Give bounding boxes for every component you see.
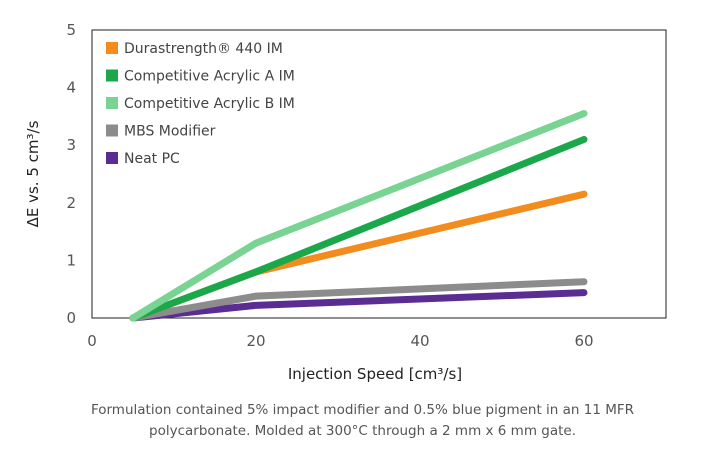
y-tick-label: 0 xyxy=(66,309,76,327)
legend-swatch xyxy=(106,69,118,82)
legend-label: Competitive Acrylic B IM xyxy=(124,96,295,112)
legend-swatch xyxy=(106,42,118,54)
y-tick-label: 3 xyxy=(66,136,76,154)
x-axis-title: Injection Speed [cm³/s] xyxy=(288,365,462,383)
line-chart: 0 1 2 3 4 5 0 20 40 60 Durastrength® 440 IM Compe… xyxy=(24,21,667,383)
series-line-1 xyxy=(129,135,588,322)
legend-swatch xyxy=(106,124,118,137)
y-tick-label: 2 xyxy=(66,194,76,212)
y-tick-label: 1 xyxy=(66,251,76,269)
legend: Durastrength® 440 IM Competitive Acrylic … xyxy=(106,41,295,167)
y-axis-ticks: 0 1 2 3 4 5 xyxy=(66,21,76,327)
series-line-2 xyxy=(129,110,588,322)
series-line-3 xyxy=(129,278,588,322)
caption-line-1: Formulation contained 5% impact modifier… xyxy=(90,402,635,418)
legend-label: Neat PC xyxy=(124,151,180,167)
caption-line-2: polycarbonate. Molded at 300°C through a… xyxy=(149,423,576,439)
legend-label: Competitive Acrylic A IM xyxy=(124,69,295,85)
x-tick-label: 60 xyxy=(574,332,593,350)
x-tick-label: 20 xyxy=(246,332,265,350)
legend-label: MBS Modifier xyxy=(124,124,216,140)
x-tick-label: 40 xyxy=(410,332,429,350)
y-tick-label: 5 xyxy=(66,21,76,39)
plot-area-frame xyxy=(91,29,667,319)
figure-caption: Formulation contained 5% impact modifier… xyxy=(40,400,685,442)
x-tick-label: 0 xyxy=(87,332,97,350)
legend-swatch xyxy=(106,97,118,109)
chart-svg: 0 1 2 3 4 5 0 20 40 60 Durastrength® 440 IM Compe… xyxy=(24,21,667,383)
x-axis-ticks: 0 20 40 60 xyxy=(87,332,593,350)
legend-swatch xyxy=(106,152,118,164)
y-axis-title: ΔE vs. 5 cm³/s xyxy=(24,120,42,227)
legend-label: Durastrength® 440 IM xyxy=(124,41,283,57)
y-tick-label: 4 xyxy=(66,79,76,97)
series-lines xyxy=(129,110,588,322)
